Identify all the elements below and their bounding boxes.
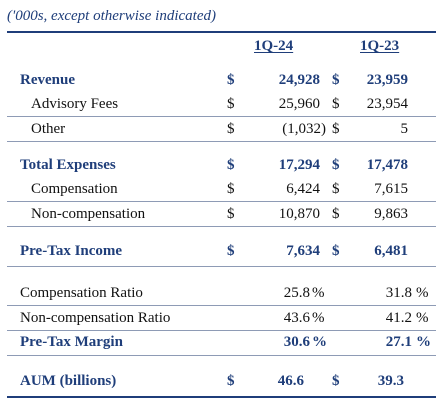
- row-label: Advisory Fees: [31, 96, 119, 112]
- currency-symbol: $: [332, 206, 340, 222]
- column-header-1q24: 1Q-24: [254, 38, 294, 54]
- value-1q24: 46.6: [277, 373, 304, 389]
- value-1q24: 10,870: [278, 206, 320, 222]
- value-1q23: 5: [400, 121, 409, 137]
- currency-symbol: $: [332, 373, 340, 389]
- currency-symbol: $: [332, 121, 340, 137]
- currency-symbol: $: [332, 96, 340, 112]
- row-label: Revenue: [20, 72, 75, 88]
- currency-symbol: $: [227, 181, 235, 197]
- currency-symbol: $: [227, 121, 235, 137]
- row-label: Non-compensation Ratio: [20, 310, 171, 326]
- row-label: Non-compensation: [31, 206, 146, 222]
- row-label: Pre-Tax Margin: [20, 334, 123, 350]
- value-1q23: 6,481: [374, 243, 408, 259]
- percent-symbol: %: [312, 285, 325, 301]
- row-label: Total Expenses: [20, 157, 116, 173]
- percent-symbol: %: [312, 310, 325, 326]
- row-separator: [7, 116, 436, 117]
- row-separator: [7, 201, 436, 202]
- value-1q24: (1,032): [282, 121, 326, 137]
- value-1q23: 23,954: [366, 96, 408, 112]
- row-label: Pre-Tax Income: [20, 243, 123, 259]
- units-note: ('000s, except otherwise indicated): [7, 8, 216, 24]
- row-separator: [7, 355, 436, 356]
- percent-symbol: %: [416, 310, 429, 326]
- currency-symbol: $: [227, 243, 235, 259]
- row-separator: [7, 226, 436, 227]
- currency-symbol: $: [227, 96, 235, 112]
- row-label: AUM (billions): [20, 373, 117, 389]
- top-rule: [7, 31, 436, 33]
- percent-symbol: %: [312, 334, 327, 350]
- currency-symbol: $: [332, 181, 340, 197]
- row-label: Compensation: [31, 181, 118, 197]
- value-1q23: 39.3: [377, 373, 404, 389]
- row-separator: [7, 305, 436, 306]
- value-1q24: 30.6: [283, 334, 310, 350]
- value-1q23: 7,615: [374, 181, 408, 197]
- value-1q23: 27.1: [385, 334, 412, 350]
- column-header-1q23: 1Q-23: [360, 38, 400, 54]
- value-1q23: 17,478: [366, 157, 408, 173]
- row-separator: [7, 330, 436, 331]
- value-1q23: 31.8: [385, 285, 412, 301]
- value-1q23: 9,863: [374, 206, 408, 222]
- currency-symbol: $: [227, 373, 235, 389]
- currency-symbol: $: [227, 206, 235, 222]
- value-1q23: 23,959: [366, 72, 408, 88]
- currency-symbol: $: [227, 72, 235, 88]
- row-separator: [7, 141, 436, 142]
- row-label: Other: [31, 121, 66, 137]
- percent-symbol: %: [416, 285, 429, 301]
- value-1q24: 24,928: [278, 72, 320, 88]
- row-separator: [7, 266, 436, 267]
- value-1q24: 25,960: [278, 96, 320, 112]
- value-1q23: 41.2: [385, 310, 412, 326]
- value-1q24: 43.6: [283, 310, 310, 326]
- value-1q24: 7,634: [286, 243, 320, 259]
- row-label: Compensation Ratio: [20, 285, 143, 301]
- value-1q24: 6,424: [286, 181, 320, 197]
- bottom-rule: [7, 396, 436, 398]
- percent-symbol: %: [416, 334, 431, 350]
- currency-symbol: $: [332, 157, 340, 173]
- value-1q24: 17,294: [278, 157, 320, 173]
- currency-symbol: $: [332, 72, 340, 88]
- currency-symbol: $: [332, 243, 340, 259]
- currency-symbol: $: [227, 157, 235, 173]
- value-1q24: 25.8: [283, 285, 310, 301]
